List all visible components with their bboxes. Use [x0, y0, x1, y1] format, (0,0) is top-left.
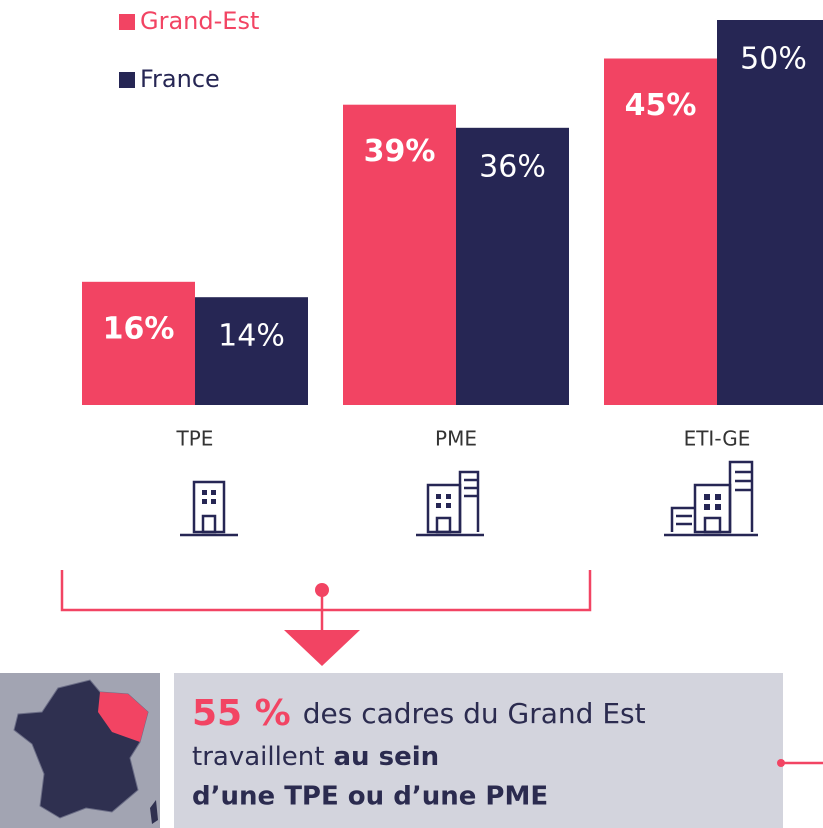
legend-swatch [119, 14, 135, 30]
connector-dot [315, 583, 329, 597]
legend-label: Grand-Est [140, 7, 259, 35]
bar [195, 297, 308, 405]
icon-tpe [180, 480, 238, 537]
value-label: 50% [740, 42, 807, 77]
callout-dot [777, 759, 785, 767]
legend-swatch [119, 72, 135, 88]
map-grand-est [98, 692, 148, 742]
value-label: 45% [625, 88, 697, 123]
value-label: 14% [218, 319, 285, 354]
arrow [284, 630, 360, 666]
value-label: 39% [364, 134, 436, 169]
category-label: PME [435, 427, 477, 451]
bar [343, 104, 456, 405]
value-label: 16% [103, 311, 175, 346]
map-corse [150, 800, 158, 824]
callout-line-3: d’une TPE ou d’une PME [192, 782, 548, 812]
bar [82, 281, 195, 405]
callout-text: travaillent [192, 742, 324, 772]
bar [456, 127, 569, 406]
callout-line-2: travaillent au sein [192, 742, 439, 772]
bar [717, 20, 823, 405]
icon-pme [416, 470, 484, 537]
category-label: TPE [176, 427, 214, 451]
value-label: 36% [479, 149, 546, 184]
callout-highlight: 55 % [192, 693, 291, 734]
icon-eti [664, 460, 758, 537]
legend-label: France [140, 65, 220, 93]
callout-text: des cadres du Grand Est [303, 697, 646, 730]
callout-bold: au sein [333, 742, 439, 772]
callout-line-1: 55 % des cadres du Grand Est [192, 693, 646, 734]
bracket [60, 570, 592, 612]
callout-box [174, 673, 783, 828]
bar [604, 58, 717, 405]
category-label: ETI-GE [684, 427, 751, 451]
